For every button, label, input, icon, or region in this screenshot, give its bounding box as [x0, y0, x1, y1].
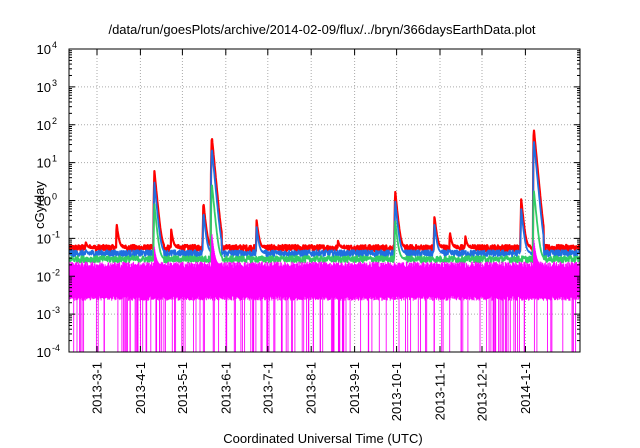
y-tick-label: 10 — [37, 269, 51, 284]
x-tick-label: 2013-8-1 — [304, 362, 319, 414]
y-tick-exponent: -1 — [52, 229, 60, 239]
y-tick-label: 10 — [37, 345, 51, 360]
y-tick-label: 10 — [37, 194, 51, 209]
y-tick-exponent: 1 — [52, 154, 57, 164]
x-tick-label: 2014-1-1 — [518, 362, 533, 414]
series-trace — [69, 141, 580, 258]
chart-title: /data/run/goesPlots/archive/2014-02-09/f… — [108, 22, 535, 37]
x-axis-label: Coordinated Universal Time (UTC) — [223, 431, 422, 446]
y-tick-label: 10 — [37, 307, 51, 322]
y-tick-label: 10 — [37, 80, 51, 95]
y-tick-exponent: 3 — [52, 78, 57, 88]
y-tick-exponent: -4 — [52, 343, 60, 353]
x-tick-label: 2013-9-1 — [347, 362, 362, 414]
y-tick-label: 10 — [37, 42, 51, 57]
x-axis: 2013-3-1 2013-4-1 2013-5-1 2013-6-1 2013-7-1… — [90, 49, 533, 421]
x-tick-label: 2013-4-1 — [133, 362, 148, 414]
x-tick-label: 2013-7-1 — [260, 362, 275, 414]
y-tick-exponent: -3 — [52, 305, 60, 315]
x-tick-label: 2013-12-1 — [475, 362, 490, 421]
y-axis-label: cGy/day — [32, 181, 47, 229]
x-tick-label: 2013-11-1 — [433, 362, 448, 420]
x-tick-label: 2013-6-1 — [218, 362, 233, 414]
y-tick-label: 10 — [37, 231, 51, 246]
series-trace — [69, 234, 580, 352]
data-traces — [69, 129, 580, 352]
y-tick-exponent: 0 — [52, 192, 57, 202]
x-tick-label: 2013-10-1 — [389, 362, 404, 421]
x-tick-label: 2013-5-1 — [175, 362, 190, 414]
x-tick-label: 2013-3-1 — [90, 362, 105, 414]
grid — [69, 49, 580, 352]
y-tick-exponent: -2 — [52, 267, 60, 277]
y-tick-exponent: 4 — [52, 40, 57, 50]
y-tick-label: 10 — [37, 156, 51, 171]
y-tick-exponent: 2 — [52, 116, 57, 126]
y-tick-label: 10 — [37, 118, 51, 133]
series-trace — [69, 184, 580, 264]
